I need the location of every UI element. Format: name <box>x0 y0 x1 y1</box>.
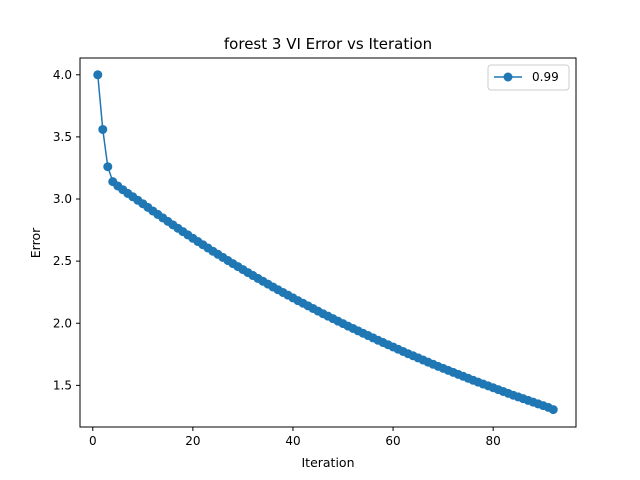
y-tick-label: 2.5 <box>53 254 72 268</box>
y-tick-label: 3.0 <box>53 192 72 206</box>
x-tick-label: 40 <box>285 434 300 448</box>
x-tick-label: 0 <box>89 434 97 448</box>
legend-box <box>487 64 570 91</box>
x-tick-label: 60 <box>385 434 400 448</box>
axes-frame <box>79 57 577 428</box>
legend-marker-sample <box>503 72 513 82</box>
y-tick-label: 1.5 <box>53 378 72 392</box>
axis-ticks: 0 20 40 60 80 1.5 2.0 2.5 3.0 3.5 4.0 <box>53 68 501 448</box>
x-tick-label: 20 <box>185 434 200 448</box>
data-point <box>548 405 558 415</box>
legend: 0.99 <box>487 64 570 91</box>
y-tick-label: 2.0 <box>53 316 72 330</box>
y-tick-label: 3.5 <box>53 130 72 144</box>
legend-label: 0.99 <box>532 70 559 84</box>
x-axis-label: Iteration <box>301 455 354 470</box>
data-point <box>98 124 108 134</box>
chart-title: forest 3 VI Error vs Iteration <box>224 35 432 53</box>
data-point <box>93 70 103 80</box>
x-tick-label: 80 <box>486 434 501 448</box>
y-tick-label: 4.0 <box>53 68 72 82</box>
data-point <box>103 162 113 172</box>
plot-series <box>93 70 558 415</box>
y-axis-label: Error <box>28 227 43 258</box>
